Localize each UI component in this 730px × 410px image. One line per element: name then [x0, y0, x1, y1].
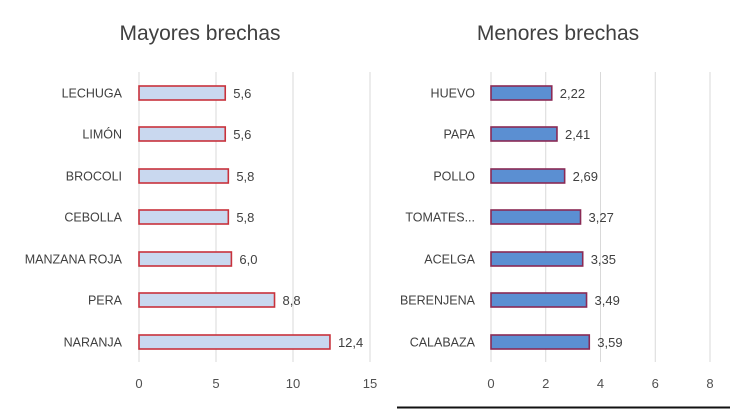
left-bar: [138, 85, 227, 101]
left-category-label: CEBOLLA: [64, 211, 122, 225]
left-bar: [138, 126, 227, 142]
right-x-tick-label: 0: [487, 376, 494, 391]
left-category-label: BROCOLI: [66, 170, 122, 184]
left-x-tick-label: 5: [212, 376, 219, 391]
right-bar: [490, 209, 582, 225]
left-chart: 0 5 10 15 LECHUGA 5,6 LIMÓN 5,6 BROCOLI 5,8 CEBOLL…: [25, 72, 377, 391]
right-x-tick-label: 4: [597, 376, 604, 391]
right-data-label: 3,59: [597, 335, 622, 350]
right-bar: [490, 251, 584, 267]
right-bar: [490, 85, 553, 101]
right-category-label: HUEVO: [431, 87, 476, 101]
left-chart-title: Mayores brechas: [119, 22, 280, 45]
left-data-label: 12,4: [338, 335, 363, 350]
right-category-label: ACELGA: [424, 253, 475, 267]
right-data-label: 2,22: [560, 86, 585, 101]
left-data-label: 8,8: [283, 293, 301, 308]
right-category-label: PAPA: [444, 128, 476, 142]
right-data-label: 2,41: [565, 127, 590, 142]
right-data-label: 3,49: [595, 293, 620, 308]
left-category-label: MANZANA ROJA: [25, 253, 123, 267]
right-x-tick-label: 6: [652, 376, 659, 391]
left-x-tick-label: 15: [363, 376, 377, 391]
right-category-label: POLLO: [433, 170, 475, 184]
left-x-tick-label: 10: [286, 376, 300, 391]
left-category-label: LECHUGA: [62, 87, 123, 101]
right-chart: 0 2 4 6 8 HUEVO 2,22 PAPA 2,41 POLLO 2,69 TOMATES..…: [400, 72, 714, 391]
left-data-label: 6,0: [239, 252, 257, 267]
right-data-label: 3,35: [591, 252, 616, 267]
right-category-label: CALABAZA: [410, 336, 476, 350]
right-category-label: TOMATES...: [405, 211, 475, 225]
right-data-label: 2,69: [573, 169, 598, 184]
right-bar: [490, 292, 588, 308]
right-category-label: BERENJENA: [400, 294, 476, 308]
right-x-tick-label: 8: [706, 376, 713, 391]
left-category-label: LIMÓN: [82, 127, 122, 142]
right-bar: [490, 334, 591, 350]
left-bar: [138, 292, 276, 308]
left-bar: [138, 209, 230, 225]
left-data-label: 5,6: [233, 86, 251, 101]
left-data-label: 5,8: [236, 210, 254, 225]
left-category-label: NARANJA: [64, 336, 123, 350]
right-x-tick-label: 2: [542, 376, 549, 391]
left-data-label: 5,8: [236, 169, 254, 184]
left-category-label: PERA: [88, 294, 123, 308]
right-bar: [490, 168, 566, 184]
left-bar: [138, 168, 230, 184]
left-bar: [138, 251, 233, 267]
right-chart-title: Menores brechas: [477, 22, 639, 45]
left-bar: [138, 334, 331, 350]
right-data-label: 3,27: [589, 210, 614, 225]
right-bar: [490, 126, 558, 142]
left-x-tick-label: 0: [135, 376, 142, 391]
left-data-label: 5,6: [233, 127, 251, 142]
